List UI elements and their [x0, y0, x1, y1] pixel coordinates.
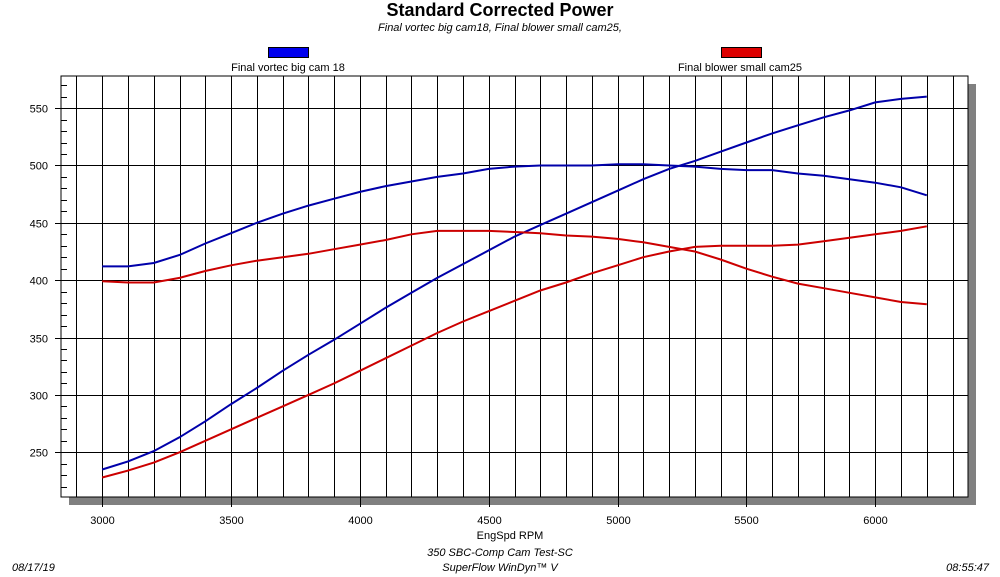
x-tick-label: 4000 — [348, 515, 372, 527]
x-tick-label: 3500 — [219, 515, 243, 527]
x-tick-label: 6000 — [863, 515, 887, 527]
y-tick-label: 550 — [30, 104, 48, 116]
y-tick-label: 450 — [30, 219, 48, 231]
x-tick-label: 5000 — [606, 515, 630, 527]
series-line-2 — [102, 163, 928, 268]
plot-frame — [60, 75, 969, 498]
series-line-3 — [101, 225, 927, 479]
y-tick-label: 250 — [30, 448, 48, 460]
series-line-1 — [101, 95, 927, 471]
footer-test-name: 350 SBC-Comp Cam Test-SC — [427, 547, 573, 559]
legend-label-vortec: Final vortec big cam 18 — [231, 62, 345, 74]
footer-date: 08/17/19 — [12, 562, 55, 574]
y-tick-label: 500 — [30, 161, 48, 173]
plot-shadow-right — [968, 84, 976, 505]
plot-shadow-bottom — [69, 497, 976, 505]
y-tick-label: 350 — [30, 334, 48, 346]
y-tick-label: 300 — [30, 391, 48, 403]
legend-label-blower: Final blower small cam25 — [677, 62, 803, 74]
y-tick-label: 400 — [30, 276, 48, 288]
legend-swatch-blower — [721, 47, 762, 58]
chart-subtitle: Final vortec big cam18, Final blower sma… — [378, 22, 622, 34]
x-tick-label: 5500 — [734, 515, 758, 527]
series-line-4 — [102, 229, 927, 306]
footer-software: SuperFlow WinDyn™ V — [442, 562, 558, 574]
x-tick-label: 3000 — [90, 515, 114, 527]
legend-swatch-vortec — [268, 47, 309, 58]
chart-title: Standard Corrected Power — [386, 0, 614, 20]
footer-time: 08:55:47 — [946, 562, 989, 574]
x-axis-label: EngSpd RPM — [477, 530, 544, 542]
x-tick-label: 4500 — [477, 515, 501, 527]
